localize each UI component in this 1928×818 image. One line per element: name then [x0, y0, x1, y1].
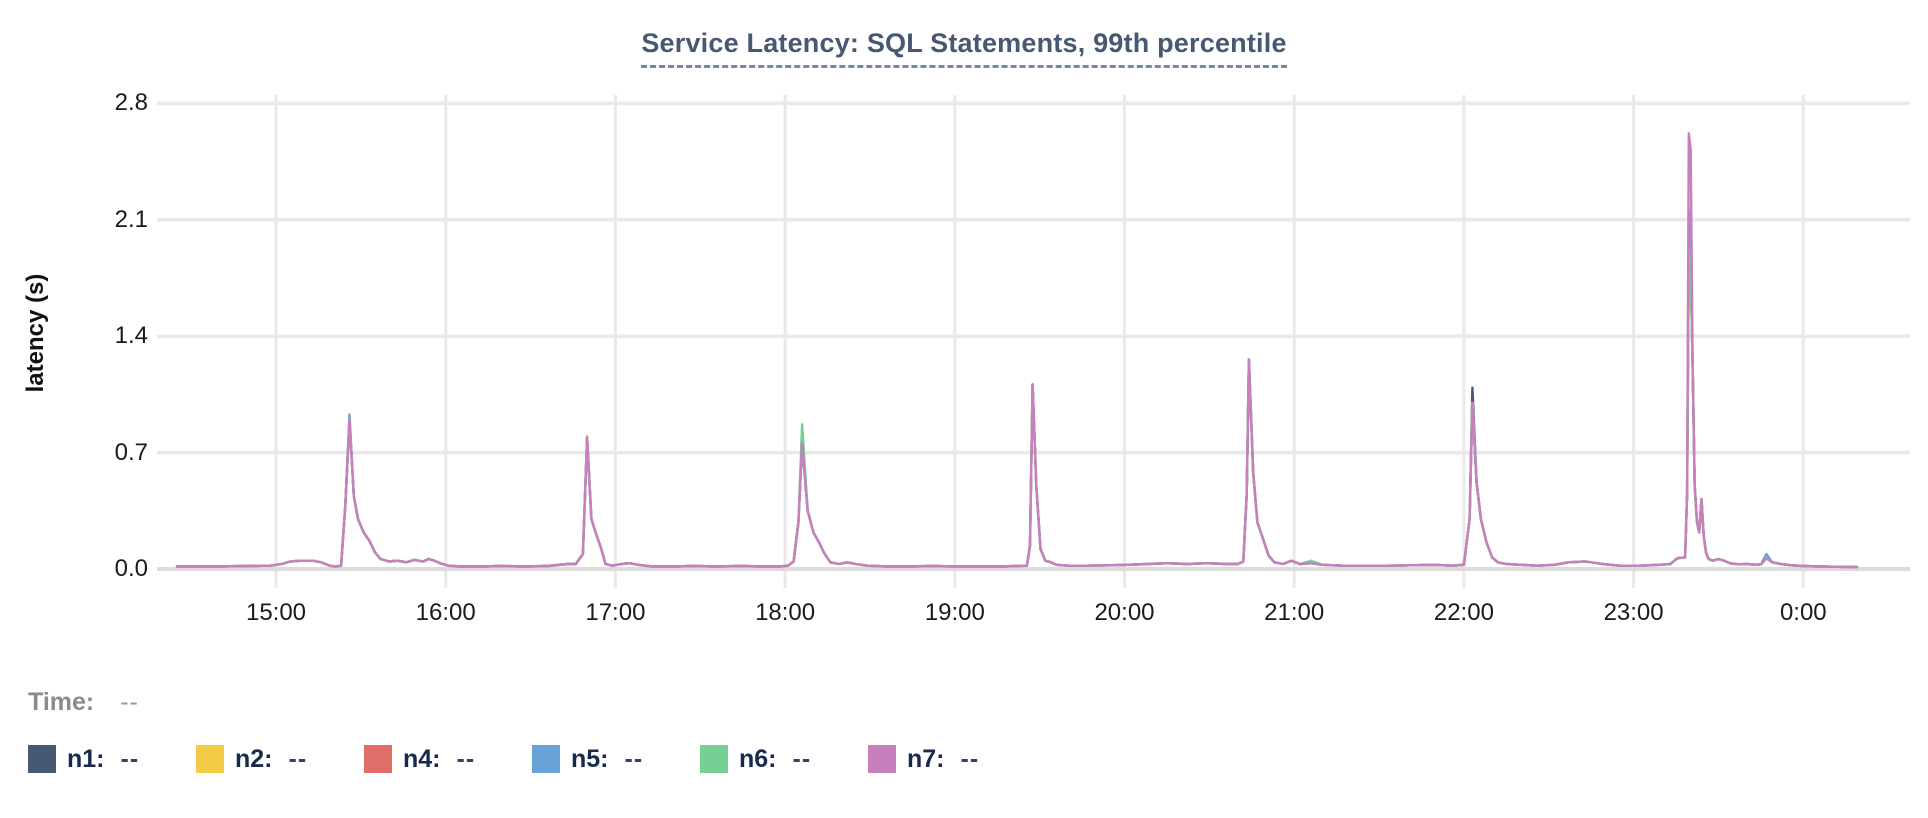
n1-color-swatch — [28, 745, 56, 773]
series-line-n1 — [175, 248, 1859, 569]
y-axis-label: latency (s) — [22, 273, 49, 393]
series-line-n2 — [175, 248, 1859, 569]
y-tick-label: 0.7 — [114, 438, 148, 466]
n5-color-swatch — [532, 745, 560, 773]
n4-label: n4: — [403, 744, 441, 773]
x-tick-label: 0:00 — [1779, 599, 1827, 626]
n7-label: n7: — [907, 744, 945, 773]
n4-color-swatch — [364, 745, 392, 773]
y-tick-label: 1.4 — [114, 322, 148, 350]
n1-value: -- — [120, 744, 140, 773]
x-tick-label: 20:00 — [1094, 599, 1155, 626]
legend-entry-n7[interactable]: n7: -- — [868, 745, 1036, 774]
n2-label: n2: — [235, 744, 273, 773]
n4-value: -- — [456, 744, 476, 773]
n6-color-swatch — [700, 745, 728, 773]
legend-series-row: n1: -- n2: -- n4: -- n5: -- n6: -- n7: -… — [28, 743, 1036, 775]
x-tick-label: 22:00 — [1433, 599, 1494, 626]
x-tick-label: 15:00 — [245, 599, 307, 626]
n5-label: n5: — [571, 744, 609, 773]
x-tick-label: 21:00 — [1264, 599, 1325, 626]
legend-entry-n2[interactable]: n2: -- — [196, 745, 364, 774]
x-tick-label: 16:00 — [415, 599, 476, 626]
legend-entry-n6[interactable]: n6: -- — [700, 745, 868, 774]
legend-entry-n4[interactable]: n4: -- — [364, 745, 532, 774]
legend-time-row: Time: -- — [28, 688, 139, 717]
n7-value: -- — [960, 744, 980, 773]
n7-color-swatch — [868, 745, 896, 773]
y-tick-label: 0.0 — [114, 555, 148, 582]
series-line-n6 — [175, 248, 1859, 569]
series-line-n4 — [175, 248, 1859, 569]
time-value: -- — [120, 688, 139, 716]
chart-title-row: Service Latency: SQL Statements, 99th pe… — [0, 28, 1928, 68]
x-tick-label: 23:00 — [1603, 599, 1664, 626]
legend-entry-n1[interactable]: n1: -- — [28, 745, 196, 774]
n2-value: -- — [288, 744, 308, 773]
n6-value: -- — [792, 744, 812, 773]
n2-color-swatch — [196, 745, 224, 773]
x-tick-label: 18:00 — [755, 599, 816, 626]
n5-value: -- — [624, 744, 644, 773]
legend-entry-n5[interactable]: n5: -- — [532, 745, 700, 774]
n1-label: n1: — [67, 744, 105, 773]
series-line-n5 — [175, 208, 1859, 569]
time-label: Time: — [28, 688, 95, 716]
x-tick-label: 17:00 — [585, 599, 646, 626]
series-line-n7 — [175, 132, 1859, 569]
y-tick-label: 2.8 — [114, 89, 148, 117]
n6-label: n6: — [739, 744, 777, 773]
y-tick-label: 2.1 — [114, 205, 148, 233]
x-tick-label: 19:00 — [924, 599, 985, 626]
chart-title[interactable]: Service Latency: SQL Statements, 99th pe… — [641, 28, 1287, 68]
plot-area[interactable] — [157, 95, 1910, 595]
